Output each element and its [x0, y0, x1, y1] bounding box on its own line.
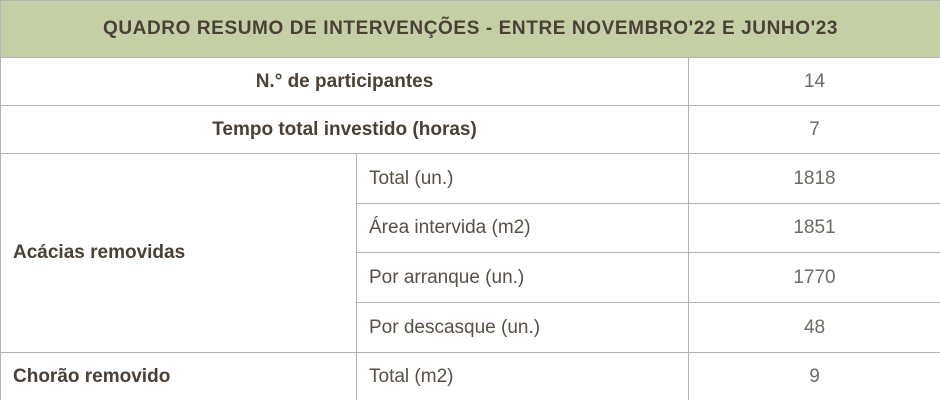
- sub-label-por-descasque: Por descasque (un.): [356, 302, 689, 353]
- row-label-participants: N.° de participantes: [0, 57, 689, 106]
- value-por-descasque: 48: [687, 302, 940, 353]
- table-row: Área intervida (m2) 1851: [1, 203, 940, 253]
- sub-label-por-arranque: Por arranque (un.): [356, 252, 689, 303]
- table-row: Chorão removido Total (m2) 9: [0, 352, 940, 400]
- group-label-chorao: Chorão removido: [0, 352, 357, 400]
- group-label-acacias: Acácias removidas: [0, 153, 357, 353]
- table-row: N.° de participantes 14: [0, 57, 940, 106]
- table-row: Tempo total investido (horas) 7: [0, 105, 940, 154]
- value-area-intervida: 1851: [687, 203, 940, 253]
- table-row: Por descasque (un.) 48: [1, 302, 940, 353]
- value-total-un: 1818: [687, 153, 940, 204]
- row-value-total-time: 7: [687, 105, 940, 154]
- sub-label-area-intervida: Área intervida (m2): [356, 203, 689, 253]
- table-header-row: QUADRO RESUMO DE INTERVENÇÕES - ENTRE NO…: [0, 0, 940, 58]
- table-title: QUADRO RESUMO DE INTERVENÇÕES - ENTRE NO…: [0, 0, 940, 58]
- table-row: Acácias removidas Total (un.) 1818: [0, 153, 940, 353]
- value-por-arranque: 1770: [687, 252, 940, 303]
- sub-label-total-m2: Total (m2): [356, 352, 689, 400]
- row-value-participants: 14: [687, 57, 940, 106]
- sub-label-total-un: Total (un.): [356, 153, 689, 204]
- row-label-total-time: Tempo total investido (horas): [0, 105, 689, 154]
- table-row: Por arranque (un.) 1770: [1, 252, 940, 303]
- value-total-m2: 9: [687, 352, 940, 400]
